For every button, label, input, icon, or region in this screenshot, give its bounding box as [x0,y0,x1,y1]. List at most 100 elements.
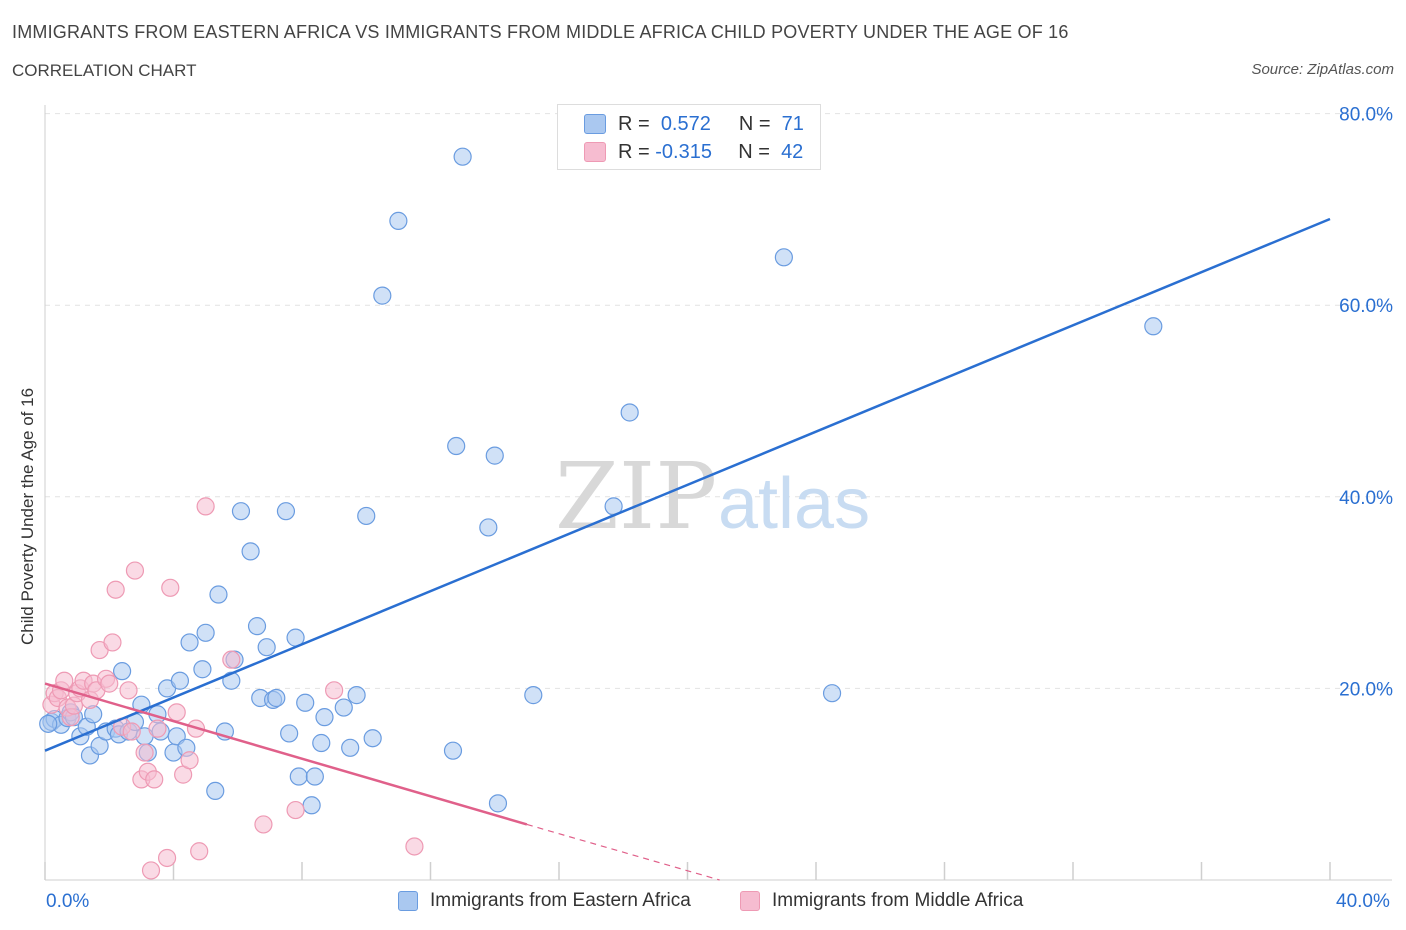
legend-r-label: R = [618,112,650,135]
point-eastern-africa [341,738,360,757]
point-eastern-africa [112,662,132,681]
point-eastern-africa [312,733,331,753]
point-eastern-africa [453,147,472,166]
point-eastern-africa [39,714,58,733]
point-middle-africa [119,681,138,700]
point-eastern-africa [180,633,199,652]
trend-lines [44,217,1331,881]
chart-title: IMMIGRANTS FROM EASTERN AFRICA VS IMMIGR… [12,22,1069,42]
point-eastern-africa [334,698,353,717]
point-eastern-africa [524,686,543,705]
point-eastern-africa [209,585,228,604]
bottom-legend-swatch-middle [740,891,760,911]
legend-n-value: 42 [781,140,804,163]
point-middle-africa [141,861,161,880]
point-eastern-africa [389,211,408,230]
legend-n-value: 71 [781,112,804,135]
point-eastern-africa [170,671,190,690]
point-eastern-africa [479,518,498,537]
point-eastern-africa [247,617,267,636]
points [39,147,1163,880]
bottom-legend-swatch-eastern [398,891,418,911]
legend-swatch-middle [584,142,606,162]
point-middle-africa [103,633,122,652]
bottom-legend-label-middle: Immigrants from Middle Africa [772,890,1024,911]
legend-row-eastern: R = 0.572 N = 71 [584,112,804,136]
point-eastern-africa [302,796,321,815]
trend-line-eastern [44,217,1331,752]
y-tick-label: 60.0% [1339,296,1393,317]
legend-n-label: N = [738,140,770,163]
point-eastern-africa [231,502,251,521]
legend-swatch-eastern [584,114,606,134]
chart-subtitle: CORRELATION CHART [12,61,197,80]
grid [45,113,1392,689]
legend-r-value: -0.315 [655,140,712,163]
point-eastern-africa [485,446,504,465]
point-eastern-africa [774,248,793,267]
watermark: ZIP atlas [555,443,870,550]
point-eastern-africa [296,693,315,712]
point-middle-africa [254,815,273,834]
point-eastern-africa [363,729,382,748]
trend-line-middle-extension [526,823,720,881]
point-middle-africa [286,800,305,820]
point-middle-africa [167,703,186,722]
point-eastern-africa [193,660,212,679]
point-middle-africa [180,751,199,770]
point-eastern-africa [257,638,276,657]
bottom-legend-eastern: Immigrants from Eastern Africa [398,890,691,912]
point-eastern-africa [289,767,308,786]
point-middle-africa [135,743,154,762]
point-middle-africa [196,497,215,516]
y-axis-label: Child Poverty Under the Age of 16 [18,387,37,645]
point-middle-africa [157,848,177,868]
point-eastern-africa [315,708,334,727]
watermark-zip: ZIP [555,443,717,550]
point-eastern-africa [305,767,324,786]
point-eastern-africa [206,781,225,801]
legend-row-middle: R = -0.315 N = 42 [584,140,803,164]
point-middle-africa [122,722,141,741]
point-middle-africa [325,681,344,700]
point-middle-africa [100,674,119,693]
point-middle-africa [125,561,145,580]
y-tick-label: 40.0% [1339,488,1393,509]
point-middle-africa [190,842,209,861]
bottom-legend-middle: Immigrants from Middle Africa [740,890,1023,912]
x-tick-max: 40.0% [1336,891,1390,912]
y-tick-labels: 20.0% 40.0% 60.0% 80.0% [1339,105,1393,701]
bottom-legend-label-eastern: Immigrants from Eastern Africa [430,890,691,911]
point-eastern-africa [373,286,392,305]
point-eastern-africa [267,688,286,708]
point-eastern-africa [443,741,463,760]
point-eastern-africa [822,684,842,703]
point-eastern-africa [1144,317,1163,336]
point-eastern-africa [620,403,639,422]
point-eastern-africa [276,502,296,521]
point-middle-africa [148,719,167,738]
legend-r-value: 0.572 [660,112,711,135]
point-eastern-africa [241,542,260,561]
trend-line-middle [44,682,528,826]
point-middle-africa [145,770,164,789]
y-tick-label: 80.0% [1339,105,1393,126]
point-eastern-africa [347,686,366,705]
point-eastern-africa [280,724,299,743]
watermark-atlas: atlas [718,464,870,544]
point-eastern-africa [488,794,508,813]
x-tick-min: 0.0% [46,891,90,912]
source-label: Source: ZipAtlas.com [1251,61,1394,78]
point-middle-africa [106,580,125,599]
point-eastern-africa [447,436,466,456]
legend-n-label: N = [738,112,771,135]
point-middle-africa [161,578,180,597]
stats-legend: R = 0.572 N = 71 R = -0.315 N = 42 [557,104,821,170]
legend-r-label: R = [618,140,650,163]
point-middle-africa [222,650,241,669]
y-tick-label: 20.0% [1339,679,1393,700]
point-eastern-africa [357,506,376,526]
point-middle-africa [405,837,424,856]
point-eastern-africa [196,623,215,642]
